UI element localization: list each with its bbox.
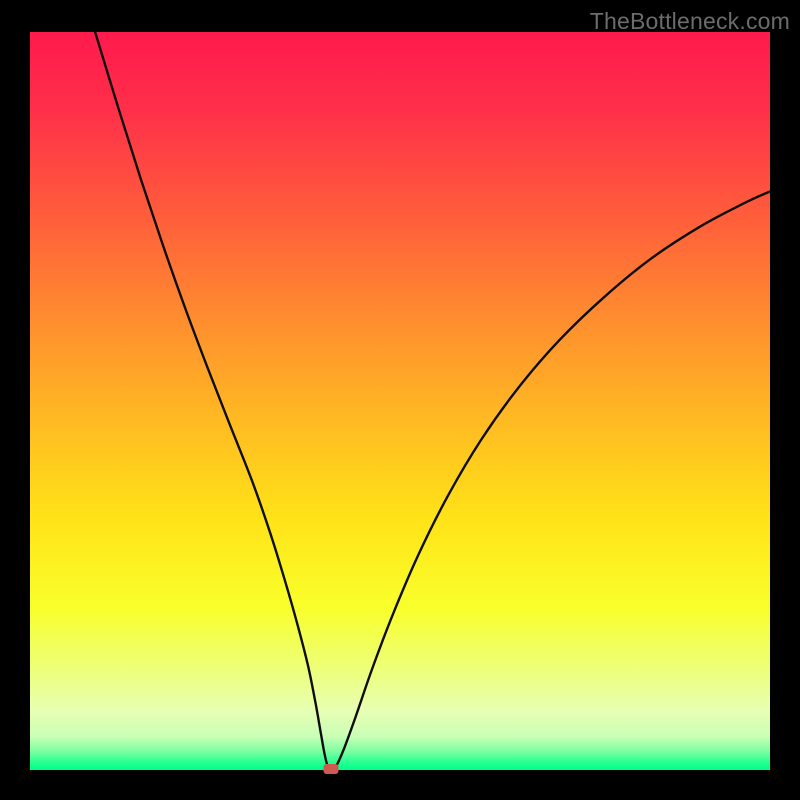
watermark-text: TheBottleneck.com (590, 8, 790, 35)
stage: TheBottleneck.com (0, 0, 800, 800)
chart-background-gradient (30, 32, 770, 770)
bottleneck-chart (30, 32, 770, 770)
optimal-point-marker (324, 764, 339, 774)
